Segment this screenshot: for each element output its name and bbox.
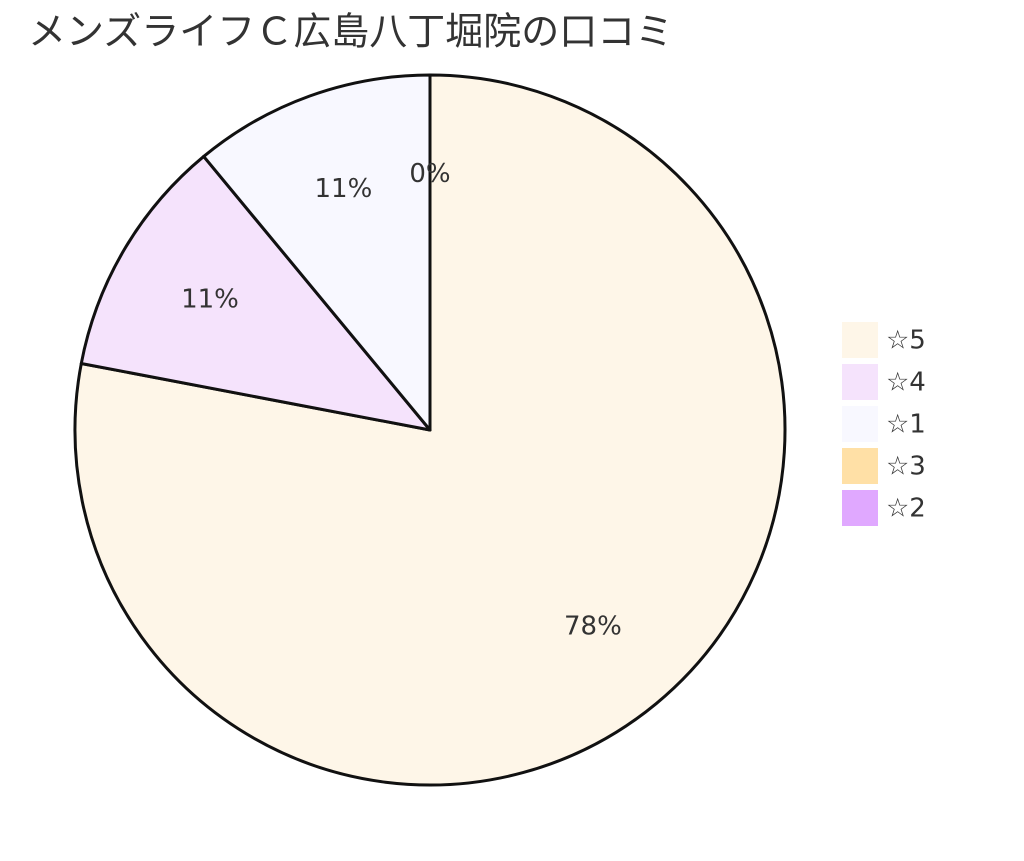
- legend-label: ☆5: [886, 326, 926, 356]
- pie-slice: [73, 73, 787, 787]
- legend-label: ☆3: [886, 452, 926, 482]
- legend-swatch: [842, 448, 878, 484]
- pie-slice: [202, 73, 432, 432]
- data-label: 78%: [564, 611, 622, 641]
- legend-label: ☆4: [886, 368, 926, 398]
- data-label: 0%: [409, 159, 450, 189]
- chart-title: メンズライフＣ広島八丁堀院の口コミ: [28, 10, 673, 54]
- legend-swatch: [842, 406, 878, 442]
- legend-label: ☆1: [886, 410, 926, 440]
- data-label: 11%: [315, 174, 373, 204]
- legend-swatch: [842, 322, 878, 358]
- pie-slice: [79, 154, 432, 432]
- legend-swatch: [842, 364, 878, 400]
- legend-swatch: [842, 490, 878, 526]
- legend-label: ☆2: [886, 494, 926, 524]
- data-label: 11%: [181, 284, 239, 314]
